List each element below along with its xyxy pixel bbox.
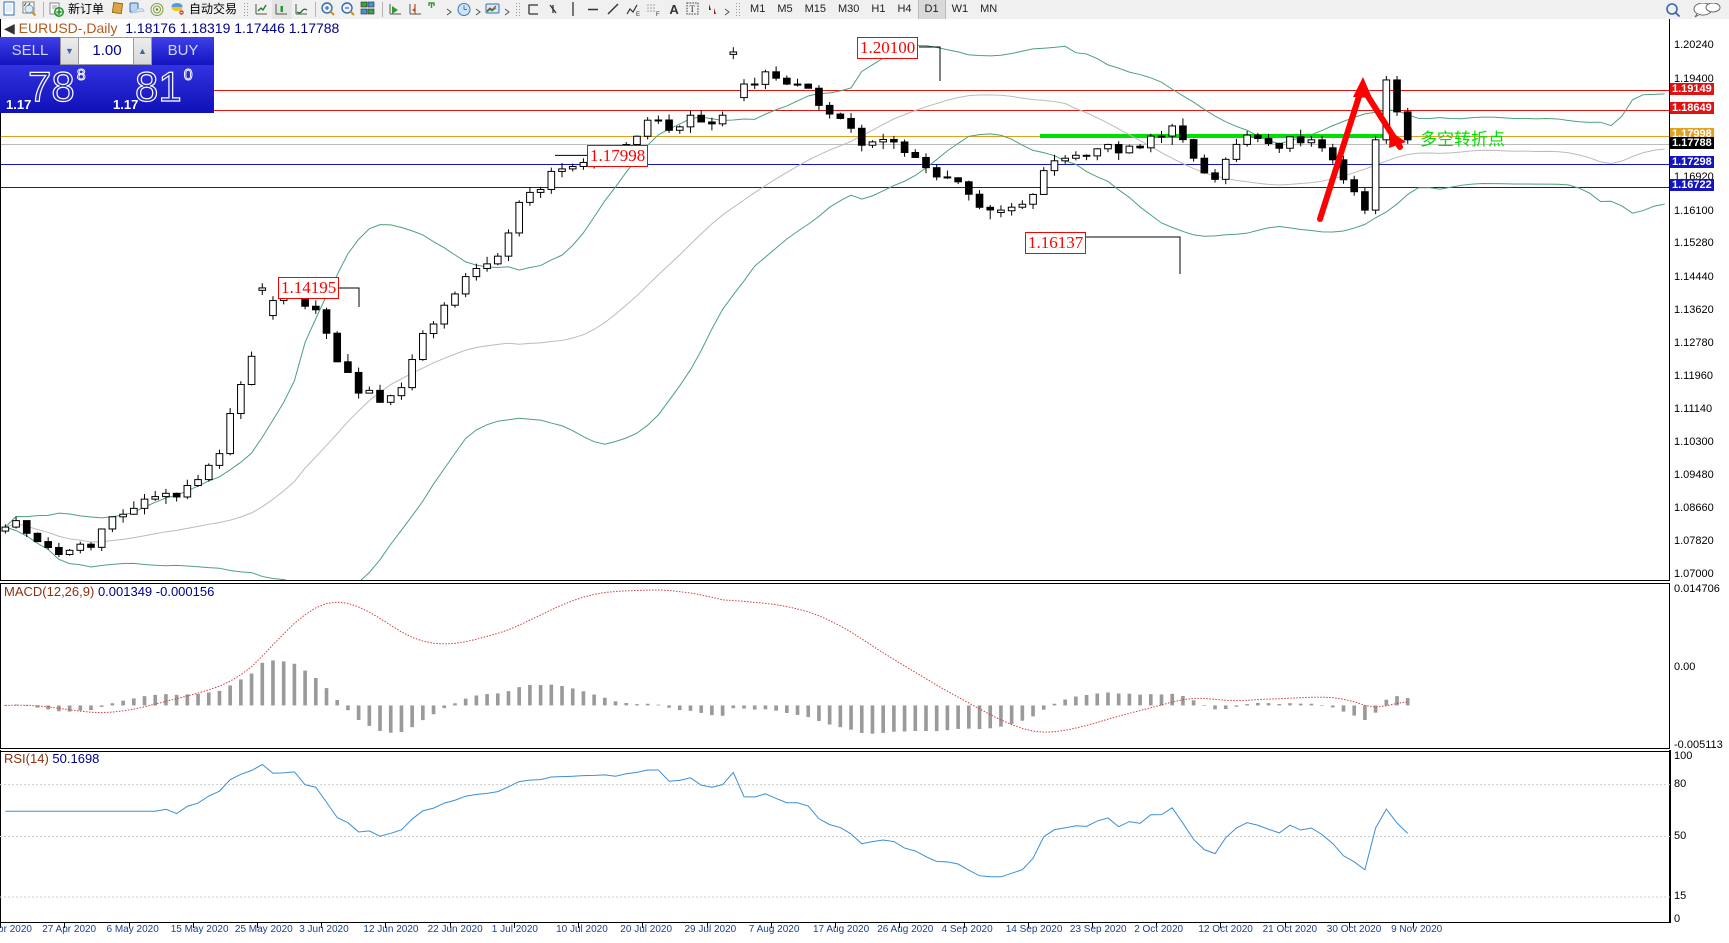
svg-text:T: T <box>690 4 696 14</box>
svg-text:F: F <box>656 12 660 18</box>
svg-text:E: E <box>636 12 640 18</box>
